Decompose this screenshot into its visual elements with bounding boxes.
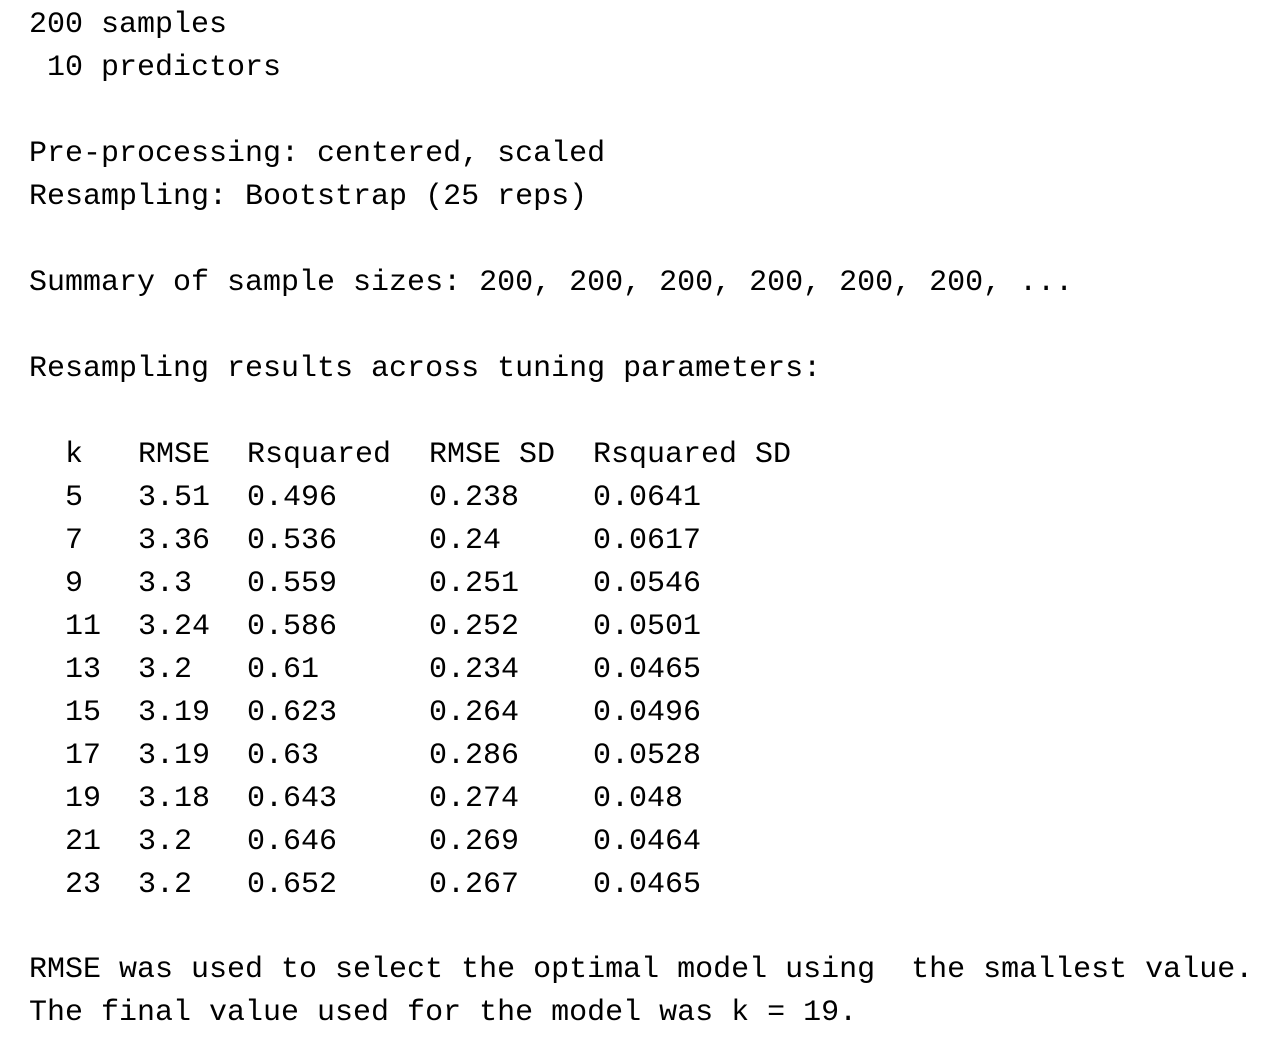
table-row: 5 3.51 0.496 0.238 0.0641: [65, 477, 813, 520]
table-row: 17 3.19 0.63 0.286 0.0528: [65, 735, 813, 778]
cell-rsquared: 0.63: [247, 739, 320, 773]
sample-sizes-line: Summary of sample sizes: 200, 200, 200, …: [29, 266, 1074, 300]
cell-rmse: 3.2: [138, 653, 193, 687]
table-row: 19 3.18 0.643 0.274 0.048: [65, 778, 813, 821]
table-row: 9 3.3 0.559 0.251 0.0546: [65, 563, 813, 606]
resampling-line: Resampling: Bootstrap (25 reps): [29, 180, 588, 214]
cell-rmse-sd: 0.269: [429, 825, 520, 859]
cell-rmse: 3.51: [138, 481, 211, 515]
preprocessing-line: Pre-processing: centered, scaled: [29, 137, 606, 171]
column-header-k: k: [65, 438, 84, 472]
cell-rsquared: 0.643: [247, 782, 338, 816]
cell-rmse-sd: 0.274: [429, 782, 520, 816]
cell-rsquared: 0.496: [247, 481, 338, 515]
cell-rmse-sd: 0.251: [429, 567, 520, 601]
cell-rsquared-sd: 0.0641: [593, 481, 702, 515]
cell-rsquared-sd: 0.0465: [593, 653, 702, 687]
cell-rmse: 3.18: [138, 782, 211, 816]
samples-line: 200 samples: [29, 8, 228, 42]
cell-rmse-sd: 0.238: [429, 481, 520, 515]
cell-rmse: 3.2: [138, 868, 193, 902]
cell-k: 15: [65, 696, 102, 730]
table-row: 7 3.36 0.536 0.24 0.0617: [65, 520, 813, 563]
cell-rsquared-sd: 0.0496: [593, 696, 702, 730]
cell-rsquared-sd: 0.0546: [593, 567, 702, 601]
cell-k: 23: [65, 868, 102, 902]
table-header-row: k RMSE Rsquared RMSE SD Rsquared SD: [65, 434, 813, 477]
results-body: 5 3.51 0.496 0.238 0.0641 7 3.36 0.536 0.24 0.061…: [65, 477, 813, 907]
cell-k: 21: [65, 825, 102, 859]
cell-rmse: 3.24: [138, 610, 211, 644]
cell-rsquared-sd: 0.0501: [593, 610, 702, 644]
table-row: 23 3.2 0.652 0.267 0.0465: [65, 864, 813, 907]
cell-rmse-sd: 0.234: [429, 653, 520, 687]
cell-rsquared: 0.61: [247, 653, 320, 687]
cell-rsquared: 0.652: [247, 868, 338, 902]
final-value-note: The final value used for the model was k…: [29, 996, 858, 1030]
column-header-rsquared-sd: Rsquared SD: [593, 438, 792, 472]
column-header-rmse-sd: RMSE SD: [429, 438, 556, 472]
cell-k: 7: [65, 524, 84, 558]
cell-rmse-sd: 0.286: [429, 739, 520, 773]
cell-k: 17: [65, 739, 102, 773]
cell-rsquared: 0.559: [247, 567, 338, 601]
column-header-rmse: RMSE: [138, 438, 211, 472]
table-row: 13 3.2 0.61 0.234 0.0465: [65, 649, 813, 692]
cell-k: 13: [65, 653, 102, 687]
results-title: Resampling results across tuning paramet…: [29, 352, 822, 386]
results-table: k RMSE Rsquared RMSE SD Rsquared SD 5 3.5…: [65, 434, 813, 907]
cell-rsquared-sd: 0.0528: [593, 739, 702, 773]
cell-rmse-sd: 0.24: [429, 524, 502, 558]
table-row: 21 3.2 0.646 0.269 0.0464: [65, 821, 813, 864]
table-row: 15 3.19 0.623 0.264 0.0496: [65, 692, 813, 735]
cell-rsquared: 0.646: [247, 825, 338, 859]
cell-rsquared: 0.586: [247, 610, 338, 644]
cell-rsquared-sd: 0.048: [593, 782, 684, 816]
cell-rmse: 3.19: [138, 739, 211, 773]
cell-k: 11: [65, 610, 102, 644]
cell-rmse: 3.36: [138, 524, 211, 558]
column-header-rsquared: Rsquared: [247, 438, 392, 472]
cell-k: 5: [65, 481, 84, 515]
model-output: 200 samples 10 predictors Pre-processing…: [29, 0, 1279, 1038]
cell-rmse: 3.3: [138, 567, 193, 601]
cell-rmse-sd: 0.267: [429, 868, 520, 902]
cell-rmse: 3.2: [138, 825, 193, 859]
selection-note: RMSE was used to select the optimal mode…: [29, 953, 1254, 987]
cell-rmse-sd: 0.264: [429, 696, 520, 730]
table-row: 11 3.24 0.586 0.252 0.0501: [65, 606, 813, 649]
cell-k: 19: [65, 782, 102, 816]
cell-rsquared-sd: 0.0464: [593, 825, 702, 859]
cell-rmse: 3.19: [138, 696, 211, 730]
cell-rsquared: 0.536: [247, 524, 338, 558]
cell-rsquared-sd: 0.0465: [593, 868, 702, 902]
cell-k: 9: [65, 567, 84, 601]
cell-rsquared: 0.623: [247, 696, 338, 730]
cell-rmse-sd: 0.252: [429, 610, 520, 644]
cell-rsquared-sd: 0.0617: [593, 524, 702, 558]
predictors-line: 10 predictors: [29, 51, 282, 85]
